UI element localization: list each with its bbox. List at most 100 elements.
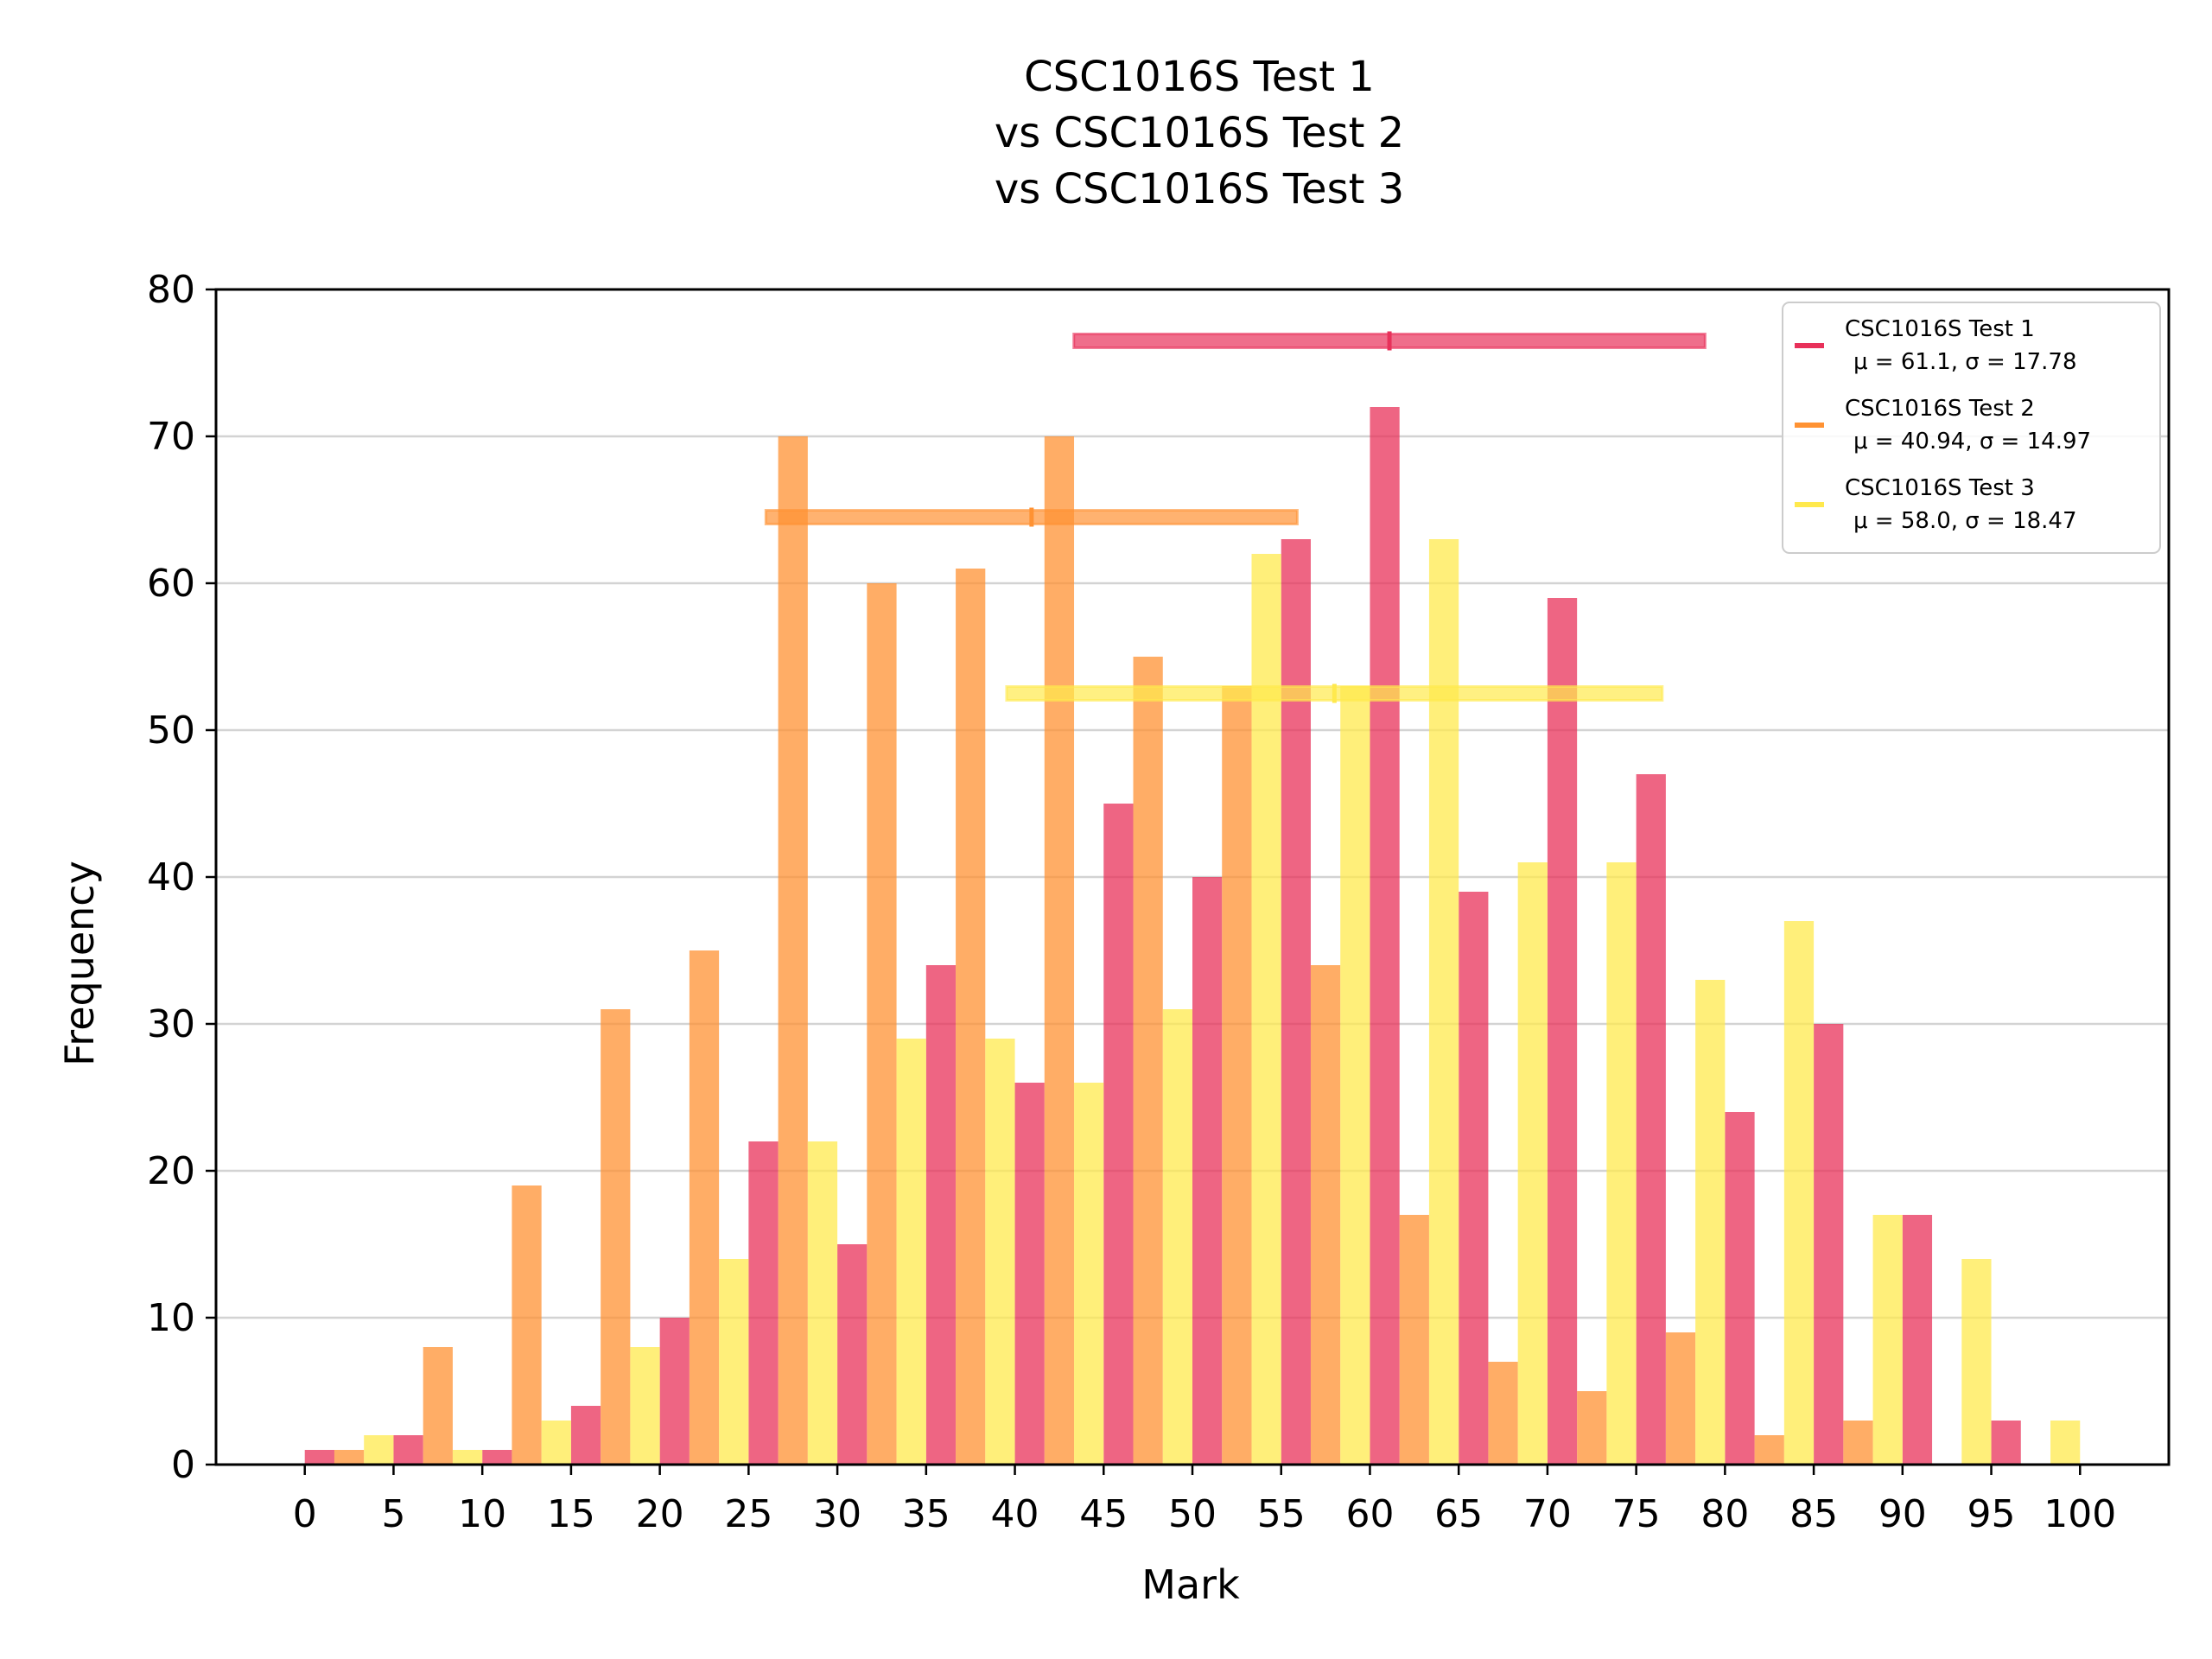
bar [2050,1421,2081,1465]
bar [1606,862,1637,1465]
bar [1725,1112,1755,1465]
bar [1577,1391,1607,1465]
x-tick-label: 75 [1612,1492,1661,1536]
x-axis-label: Mark [1141,1561,1240,1608]
bar [1340,686,1370,1465]
bar [1014,1083,1045,1465]
bar [985,1039,1015,1465]
x-tick-label: 35 [902,1492,950,1536]
bar [1991,1421,2021,1465]
bar [1074,1083,1104,1465]
bar [304,1450,334,1465]
bar [1162,1009,1192,1465]
range-bar-1 [1072,331,1707,351]
bar [778,436,808,1465]
legend-series-name: CSC1016S Test 1 [1845,316,2035,342]
y-tick-label: 80 [147,268,195,312]
bar [1428,539,1459,1465]
x-tick-label: 80 [1700,1492,1749,1536]
legend-item-2: CSC1016S Test 2 μ = 40.94, σ = 14.97 [1795,396,2091,454]
legend-series-stats: μ = 40.94, σ = 14.97 [1853,429,2091,454]
chart-title-line-3: vs CSC1016S Test 3 [995,165,1404,213]
bar [512,1185,542,1465]
legend-series-stats: μ = 61.1, σ = 17.78 [1853,349,2077,375]
bar [689,950,720,1465]
series-bars-2 [334,436,1873,1465]
y-axis-ticks: 0 10 20 30 40 50 60 70 80 [147,268,216,1487]
bar [364,1435,394,1465]
bar [1133,657,1163,1465]
x-tick-label: 50 [1168,1492,1217,1536]
bar [1222,686,1252,1465]
x-tick-label: 70 [1523,1492,1572,1536]
mean-std-range-bars [764,331,1707,703]
bar [1814,1024,1844,1465]
series-bars-3 [364,539,2081,1465]
y-tick-label: 70 [147,415,195,459]
chart-title-line-2: vs CSC1016S Test 2 [995,109,1404,157]
range-bar-3 [1005,683,1664,703]
x-tick-label: 90 [1878,1492,1927,1536]
bar [1843,1421,1873,1465]
x-tick-label: 55 [1257,1492,1306,1536]
bar [1754,1435,1784,1465]
y-tick-label: 20 [147,1149,195,1193]
bar [867,583,897,1465]
x-tick-label: 15 [547,1492,595,1536]
bar [1192,877,1223,1465]
legend-item-1: CSC1016S Test 1 μ = 61.1, σ = 17.78 [1795,316,2077,375]
bar [807,1141,838,1465]
bar [570,1406,601,1465]
legend-item-3: CSC1016S Test 3 μ = 58.0, σ = 18.47 [1795,475,2077,534]
x-tick-label: 5 [381,1492,405,1536]
bar [334,1450,365,1465]
bar [1517,862,1548,1465]
y-tick-label: 60 [147,562,195,606]
bar [1902,1215,1933,1465]
bar [925,965,957,1465]
bar [393,1435,423,1465]
bar [1636,774,1666,1465]
legend-box [1782,302,2161,554]
bar [1695,980,1726,1465]
x-tick-label: 20 [636,1492,684,1536]
x-tick-label: 0 [293,1492,317,1536]
bar [1547,598,1578,1465]
y-tick-label: 50 [147,709,195,753]
chart-title-line-1: CSC1016S Test 1 [1024,53,1375,101]
bar [1310,965,1341,1465]
x-tick-label: 65 [1434,1492,1483,1536]
bar [956,569,986,1465]
bar [482,1450,512,1465]
legend-series-stats: μ = 58.0, σ = 18.47 [1853,508,2077,534]
bar [1044,436,1075,1465]
bar [1665,1332,1696,1465]
histogram-bars [304,407,2081,1465]
x-axis-ticks: 0 5 10 15 20 25 30 35 40 45 50 55 60 65 70 75 80 85 90 95 10… [293,1465,2116,1536]
bar [659,1318,690,1465]
chart-title: CSC1016S Test 1 vs CSC1016S Test 2 vs CS… [995,53,1404,213]
series-bars-1 [304,407,2021,1465]
bar [1961,1259,1992,1465]
y-tick-label: 30 [147,1002,195,1046]
x-tick-label: 85 [1789,1492,1838,1536]
x-tick-label: 60 [1345,1492,1394,1536]
legend-series-name: CSC1016S Test 3 [1845,475,2035,501]
y-axis-label: Frequency [56,861,103,1066]
x-tick-label: 10 [458,1492,506,1536]
bar [1459,892,1489,1465]
bar [601,1009,631,1465]
bar [423,1347,453,1465]
y-tick-label: 10 [147,1296,195,1340]
bar [452,1450,483,1465]
x-tick-label: 45 [1079,1492,1128,1536]
y-tick-label: 40 [147,855,195,899]
bar [541,1421,571,1465]
bar [1488,1362,1518,1465]
bar [1872,1215,1903,1465]
y-tick-label: 0 [171,1443,195,1487]
bar [630,1347,660,1465]
legend: CSC1016S Test 1μ = 61.1, σ = 17.78CSC101… [1782,302,2161,554]
x-tick-label: 40 [991,1492,1039,1536]
